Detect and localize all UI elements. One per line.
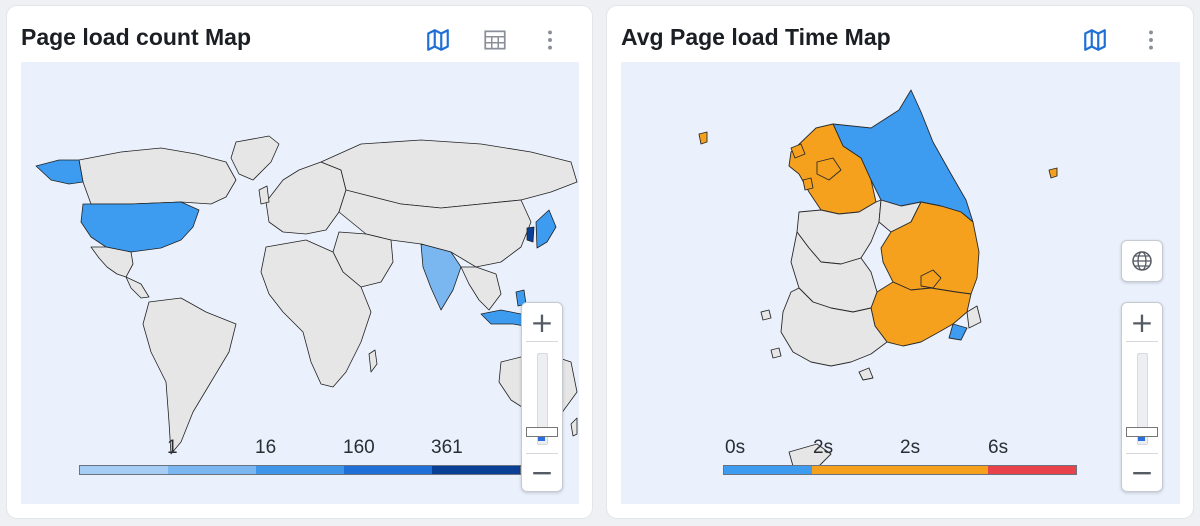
map-icon[interactable] bbox=[425, 27, 451, 53]
legend-color-bar bbox=[723, 465, 1077, 475]
legend-segment bbox=[900, 466, 988, 474]
legend-label: 361 bbox=[431, 437, 463, 458]
world-map-shapes bbox=[35, 135, 578, 455]
zoom-control: + − bbox=[521, 302, 563, 492]
card-title: Page load count Map bbox=[21, 24, 252, 50]
card-title: Avg Page load Time Map bbox=[621, 24, 891, 50]
more-vertical-icon[interactable] bbox=[1138, 27, 1164, 53]
divider bbox=[1126, 453, 1158, 454]
legend-labels: 0s 2s 2s 6s bbox=[621, 437, 1180, 461]
zoom-in-button[interactable]: + bbox=[1130, 305, 1154, 339]
legend-segment bbox=[80, 466, 168, 474]
legend-label: 6s bbox=[988, 437, 1009, 458]
legend-segment bbox=[724, 466, 812, 474]
zoom-out-button[interactable]: − bbox=[530, 455, 554, 489]
legend-label: 160 bbox=[343, 437, 375, 458]
zoom-level-indicator bbox=[538, 437, 545, 441]
legend-segment bbox=[988, 466, 1076, 474]
legend-label: 1 bbox=[167, 437, 178, 458]
zoom-slider-handle[interactable] bbox=[1126, 427, 1158, 437]
zoom-level-indicator bbox=[1138, 437, 1145, 441]
reset-view-button[interactable] bbox=[1121, 240, 1163, 282]
globe-icon bbox=[1132, 251, 1152, 271]
divider bbox=[526, 453, 558, 454]
table-icon[interactable] bbox=[482, 27, 508, 53]
legend-segment bbox=[812, 466, 900, 474]
zoom-slider-handle[interactable] bbox=[526, 427, 558, 437]
legend-label: 2s bbox=[813, 437, 834, 458]
avg-page-load-time-map-card: Avg Page load Time Map bbox=[607, 6, 1193, 518]
zoom-in-button[interactable]: + bbox=[530, 305, 554, 339]
zoom-out-button[interactable]: − bbox=[1130, 455, 1154, 489]
legend-segment bbox=[432, 466, 520, 474]
korea-map-shapes bbox=[698, 89, 1058, 467]
divider bbox=[1126, 341, 1158, 342]
korea-map[interactable]: 0s 2s 2s 6s + − bbox=[621, 62, 1180, 504]
legend-label: 16 bbox=[255, 437, 277, 458]
zoom-control: + − bbox=[1121, 302, 1163, 492]
legend-label: 2s bbox=[900, 437, 921, 458]
zoom-slider-track[interactable] bbox=[537, 353, 548, 445]
divider bbox=[526, 341, 558, 342]
zoom-slider-track[interactable] bbox=[1137, 353, 1148, 445]
more-vertical-icon[interactable] bbox=[537, 27, 563, 53]
legend-label: 0s bbox=[725, 437, 746, 458]
legend-segment bbox=[256, 466, 344, 474]
map-icon[interactable] bbox=[1082, 27, 1108, 53]
legend-segment bbox=[168, 466, 256, 474]
legend-color-bar bbox=[79, 465, 521, 475]
legend-segment bbox=[344, 466, 432, 474]
legend-labels: 1 16 160 361 bbox=[21, 437, 579, 461]
page-load-count-map-card: Page load count Map bbox=[7, 6, 592, 518]
world-map[interactable]: 1 16 160 361 + − bbox=[21, 62, 579, 504]
